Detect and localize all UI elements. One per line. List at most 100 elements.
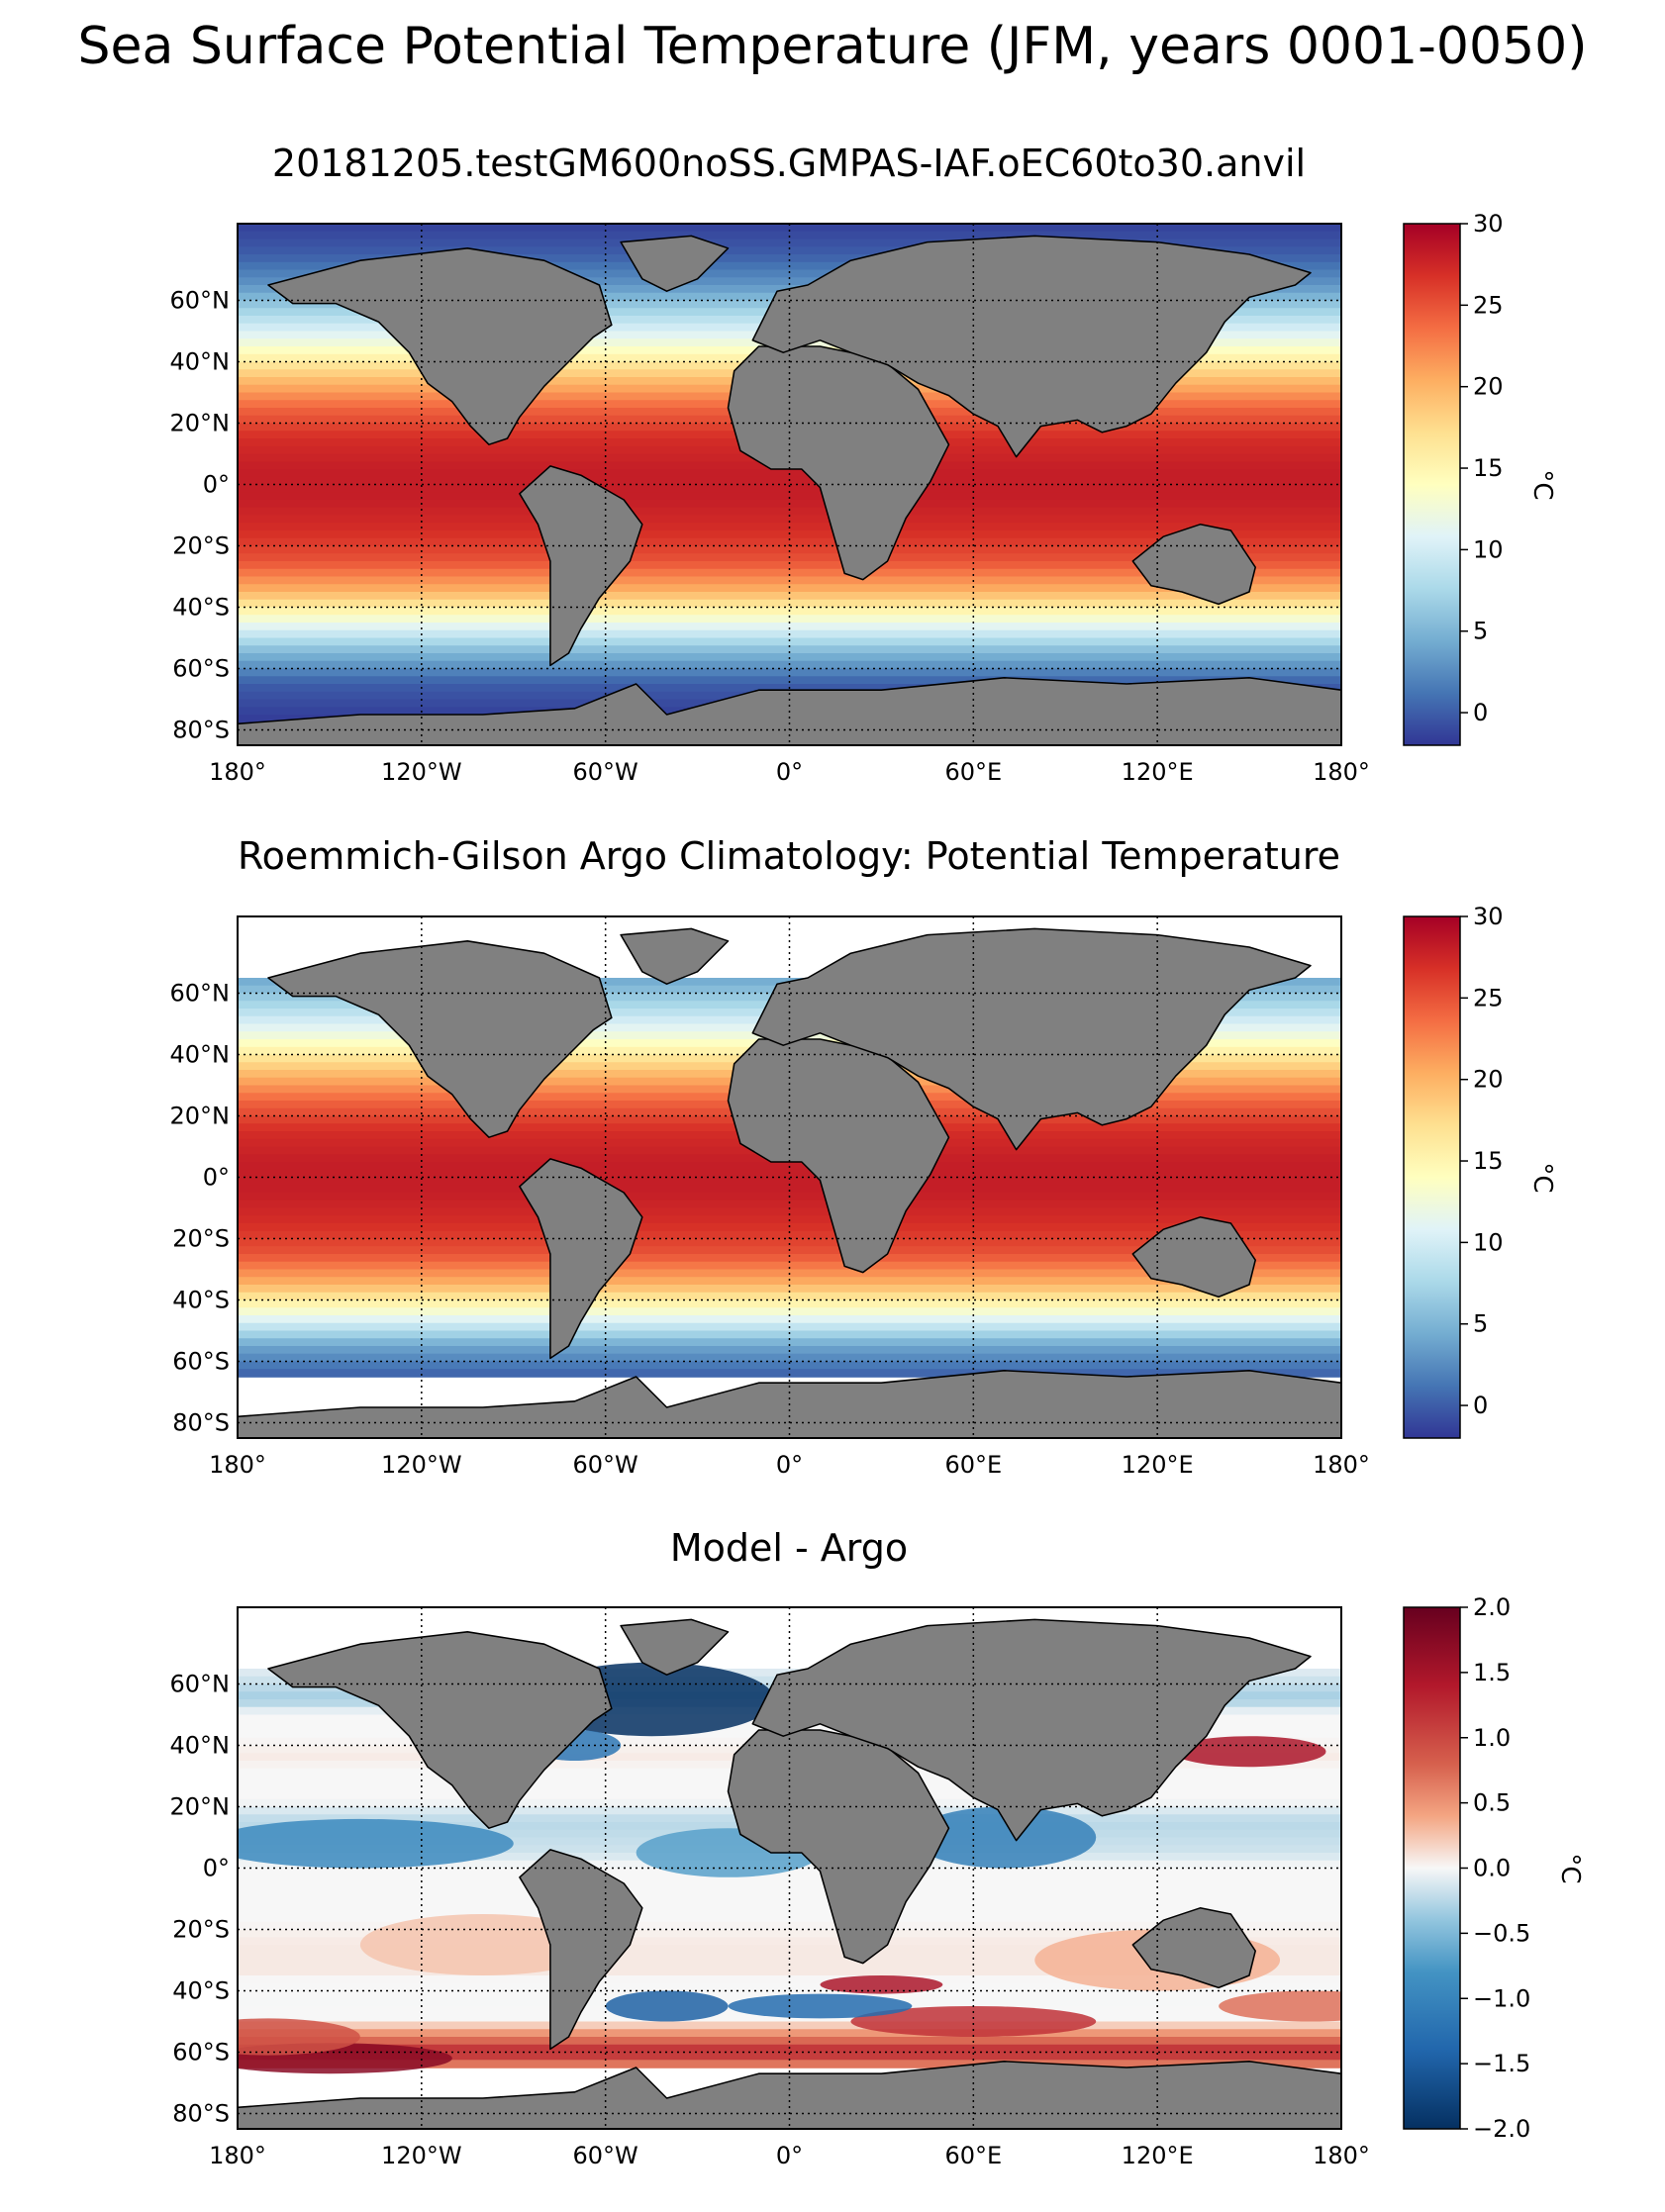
colorbar-tick-label: −0.5 xyxy=(1473,1919,1530,1947)
x-tick-label: 60°W xyxy=(573,2142,638,2169)
plot-frame xyxy=(237,223,1342,746)
y-tick-label: 20°S xyxy=(172,532,230,560)
field-band xyxy=(238,1975,1341,1984)
x-tick-label: 60°W xyxy=(573,758,638,786)
colorbar xyxy=(1403,915,1461,1439)
field-band xyxy=(238,615,1341,624)
field-band xyxy=(238,1945,1341,1954)
colorbar-label: °C xyxy=(1527,469,1557,500)
field-band xyxy=(238,254,1341,263)
y-tick-label: 0° xyxy=(203,471,230,499)
colorbar-tick-label: 15 xyxy=(1473,1147,1504,1175)
y-tick-label: 60°N xyxy=(170,980,231,1008)
field-band xyxy=(238,492,1341,501)
panel-title: Model - Argo xyxy=(670,1526,908,1570)
field-band xyxy=(238,1277,1341,1286)
colorbar-tick-label: −1.5 xyxy=(1473,2050,1530,2077)
field-band xyxy=(238,1929,1341,1939)
field-band xyxy=(238,1952,1341,1962)
field-band xyxy=(238,1921,1341,1931)
colorbar-tick-label: 10 xyxy=(1473,535,1504,563)
field-band xyxy=(238,484,1341,494)
plot-frame xyxy=(237,1606,1342,2130)
colorbar-tick-label: 20 xyxy=(1473,1066,1504,1094)
y-tick-label: 40°S xyxy=(172,1977,230,2005)
x-tick-label: 180° xyxy=(1313,758,1370,786)
field-band xyxy=(238,476,1341,486)
x-tick-label: 120°W xyxy=(381,1451,462,1479)
y-tick-labels: 60°N 40°N 20°N 0° 20°S 40°S 60°S 80°S xyxy=(170,1671,231,2128)
y-tick-label: 60°S xyxy=(172,2039,230,2067)
panel-title: Roemmich-Gilson Argo Climatology: Potent… xyxy=(238,834,1340,878)
colorbar-ticks: 2.0 1.5 1.0 0.5 0.0 −0.5 −1.0 −1.5 −2.0 xyxy=(1460,1593,1530,2143)
field-band xyxy=(238,1254,1341,1263)
x-tick-label: 180° xyxy=(209,1451,266,1479)
field-band xyxy=(238,1315,1341,1324)
colorbar-tick-label: 0.0 xyxy=(1473,1855,1511,1882)
colorbar-tick-label: 15 xyxy=(1473,454,1504,482)
field-band xyxy=(238,530,1341,539)
field-band xyxy=(238,1200,1341,1209)
x-tick-label: 120°E xyxy=(1122,1451,1194,1479)
y-tick-label: 80°S xyxy=(172,2100,230,2128)
field-band xyxy=(238,1238,1341,1248)
y-tick-label: 20°N xyxy=(170,1793,231,1821)
gridlines xyxy=(238,916,1341,1438)
y-tick-label: 40°N xyxy=(170,1732,231,1760)
x-tick-label: 60°W xyxy=(573,1451,638,1479)
x-tick-labels: 180° 120°W 60°W 0° 60°E 120°E 180° xyxy=(209,1451,1370,1479)
colorbar-tick-label: 1.0 xyxy=(1473,1724,1511,1752)
colorbar-tick-label: 25 xyxy=(1473,984,1504,1011)
field-band xyxy=(238,1898,1341,1908)
x-tick-label: 180° xyxy=(1313,2142,1370,2169)
colorbar-tick-label: 1.5 xyxy=(1473,1659,1511,1686)
x-tick-label: 120°E xyxy=(1122,2142,1194,2169)
field-band xyxy=(238,568,1341,578)
field-band xyxy=(238,623,1341,631)
colorbar-tick-label: −2.0 xyxy=(1473,2115,1530,2143)
y-tick-label: 20°S xyxy=(172,1916,230,1944)
y-tick-label: 20°N xyxy=(170,410,231,437)
field-band xyxy=(238,246,1341,255)
x-tick-label: 120°E xyxy=(1122,758,1194,786)
field-band xyxy=(238,1914,1341,1923)
panel-title: 20181205.testGM600noSS.GMPAS-IAF.oEC60to… xyxy=(272,142,1306,185)
field-band xyxy=(238,592,1341,601)
field-band xyxy=(238,660,1341,670)
x-tick-label: 180° xyxy=(209,758,266,786)
field-band xyxy=(238,269,1341,279)
x-tick-label: 60°E xyxy=(944,2142,1002,2169)
x-tick-label: 180° xyxy=(209,2142,266,2169)
field-band xyxy=(238,676,1341,685)
field-band xyxy=(238,2060,1341,2068)
x-tick-label: 120°W xyxy=(381,2142,462,2169)
x-tick-label: 0° xyxy=(776,2142,803,2169)
colorbar-tick-label: 5 xyxy=(1473,618,1488,645)
colorbar-tick-label: 0 xyxy=(1473,699,1488,726)
field-band xyxy=(238,1875,1341,1884)
field-band xyxy=(238,1369,1341,1378)
field-band xyxy=(238,2029,1341,2038)
y-tick-label: 0° xyxy=(203,1164,230,1192)
field-band xyxy=(238,1169,1341,1179)
x-tick-label: 0° xyxy=(776,758,803,786)
colorbar-ticks: 30 25 20 15 10 5 0 xyxy=(1460,903,1504,1419)
x-tick-labels: 180° 120°W 60°W 0° 60°E 120°E 180° xyxy=(209,758,1370,786)
x-tick-labels: 180° 120°W 60°W 0° 60°E 120°E 180° xyxy=(209,2142,1370,2169)
colorbar-tick-label: 30 xyxy=(1473,210,1504,238)
y-tick-labels: 60°N 40°N 20°N 0° 20°S 40°S 60°S 80°S xyxy=(170,980,231,1437)
colorbar xyxy=(1403,1606,1461,2130)
anomaly-region xyxy=(820,1975,943,1994)
y-tick-label: 40°N xyxy=(170,1041,231,1069)
field-band xyxy=(238,2044,1341,2054)
colorbar xyxy=(1403,223,1461,746)
y-tick-label: 20°N xyxy=(170,1103,231,1130)
plot-frame xyxy=(237,915,1342,1439)
field-band xyxy=(238,1261,1341,1271)
field-band xyxy=(238,1361,1341,1371)
colorbar-label: °C xyxy=(1527,1162,1557,1193)
anomaly-region xyxy=(912,1806,1097,1869)
field-band xyxy=(238,277,1341,286)
field-band xyxy=(238,2021,1341,2031)
